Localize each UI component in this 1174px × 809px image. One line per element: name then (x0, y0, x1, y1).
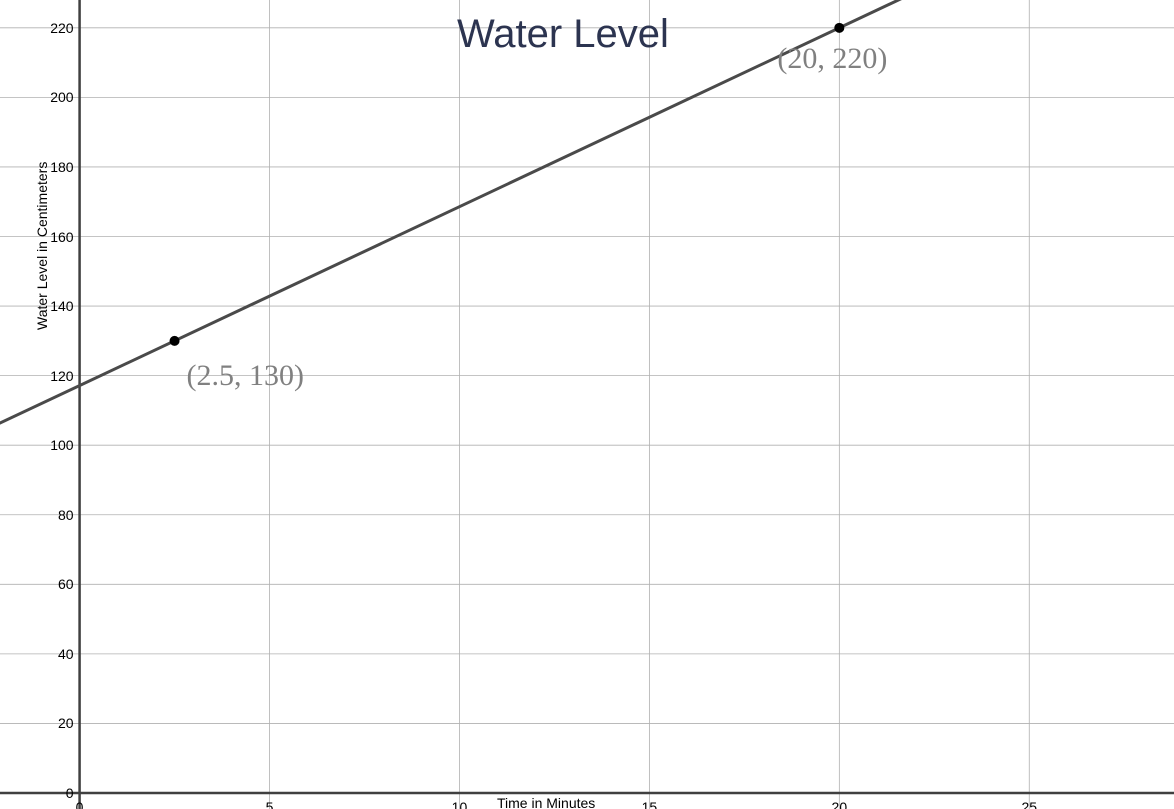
x-tick-label: 15 (642, 799, 658, 809)
y-tick-label: 180 (50, 159, 73, 175)
y-tick-label: 160 (50, 229, 73, 245)
x-tick-label: 0 (76, 799, 84, 809)
x-tick-label: 10 (452, 799, 468, 809)
point-label-1: (2.5, 130) (187, 359, 304, 393)
x-tick-label: 20 (832, 799, 848, 809)
y-tick-label: 200 (50, 89, 73, 105)
y-tick-label: 100 (50, 437, 73, 453)
y-tick-label: 60 (58, 576, 74, 592)
x-tick-label: 25 (1021, 799, 1037, 809)
x-axis-label: Time in Minutes (497, 795, 595, 809)
y-tick-label: 120 (50, 368, 73, 384)
y-tick-label: 0 (66, 785, 74, 801)
y-tick-label: 140 (50, 298, 73, 314)
y-axis-label: Water Level in Centimeters (34, 162, 50, 330)
y-tick-label: 220 (50, 20, 73, 36)
x-tick-label: 5 (266, 799, 274, 809)
y-tick-label: 40 (58, 646, 74, 662)
chart-svg (0, 0, 1174, 809)
y-tick-label: 20 (58, 715, 74, 731)
point-label-2: (20, 220) (777, 42, 887, 76)
y-tick-label: 80 (58, 507, 74, 523)
